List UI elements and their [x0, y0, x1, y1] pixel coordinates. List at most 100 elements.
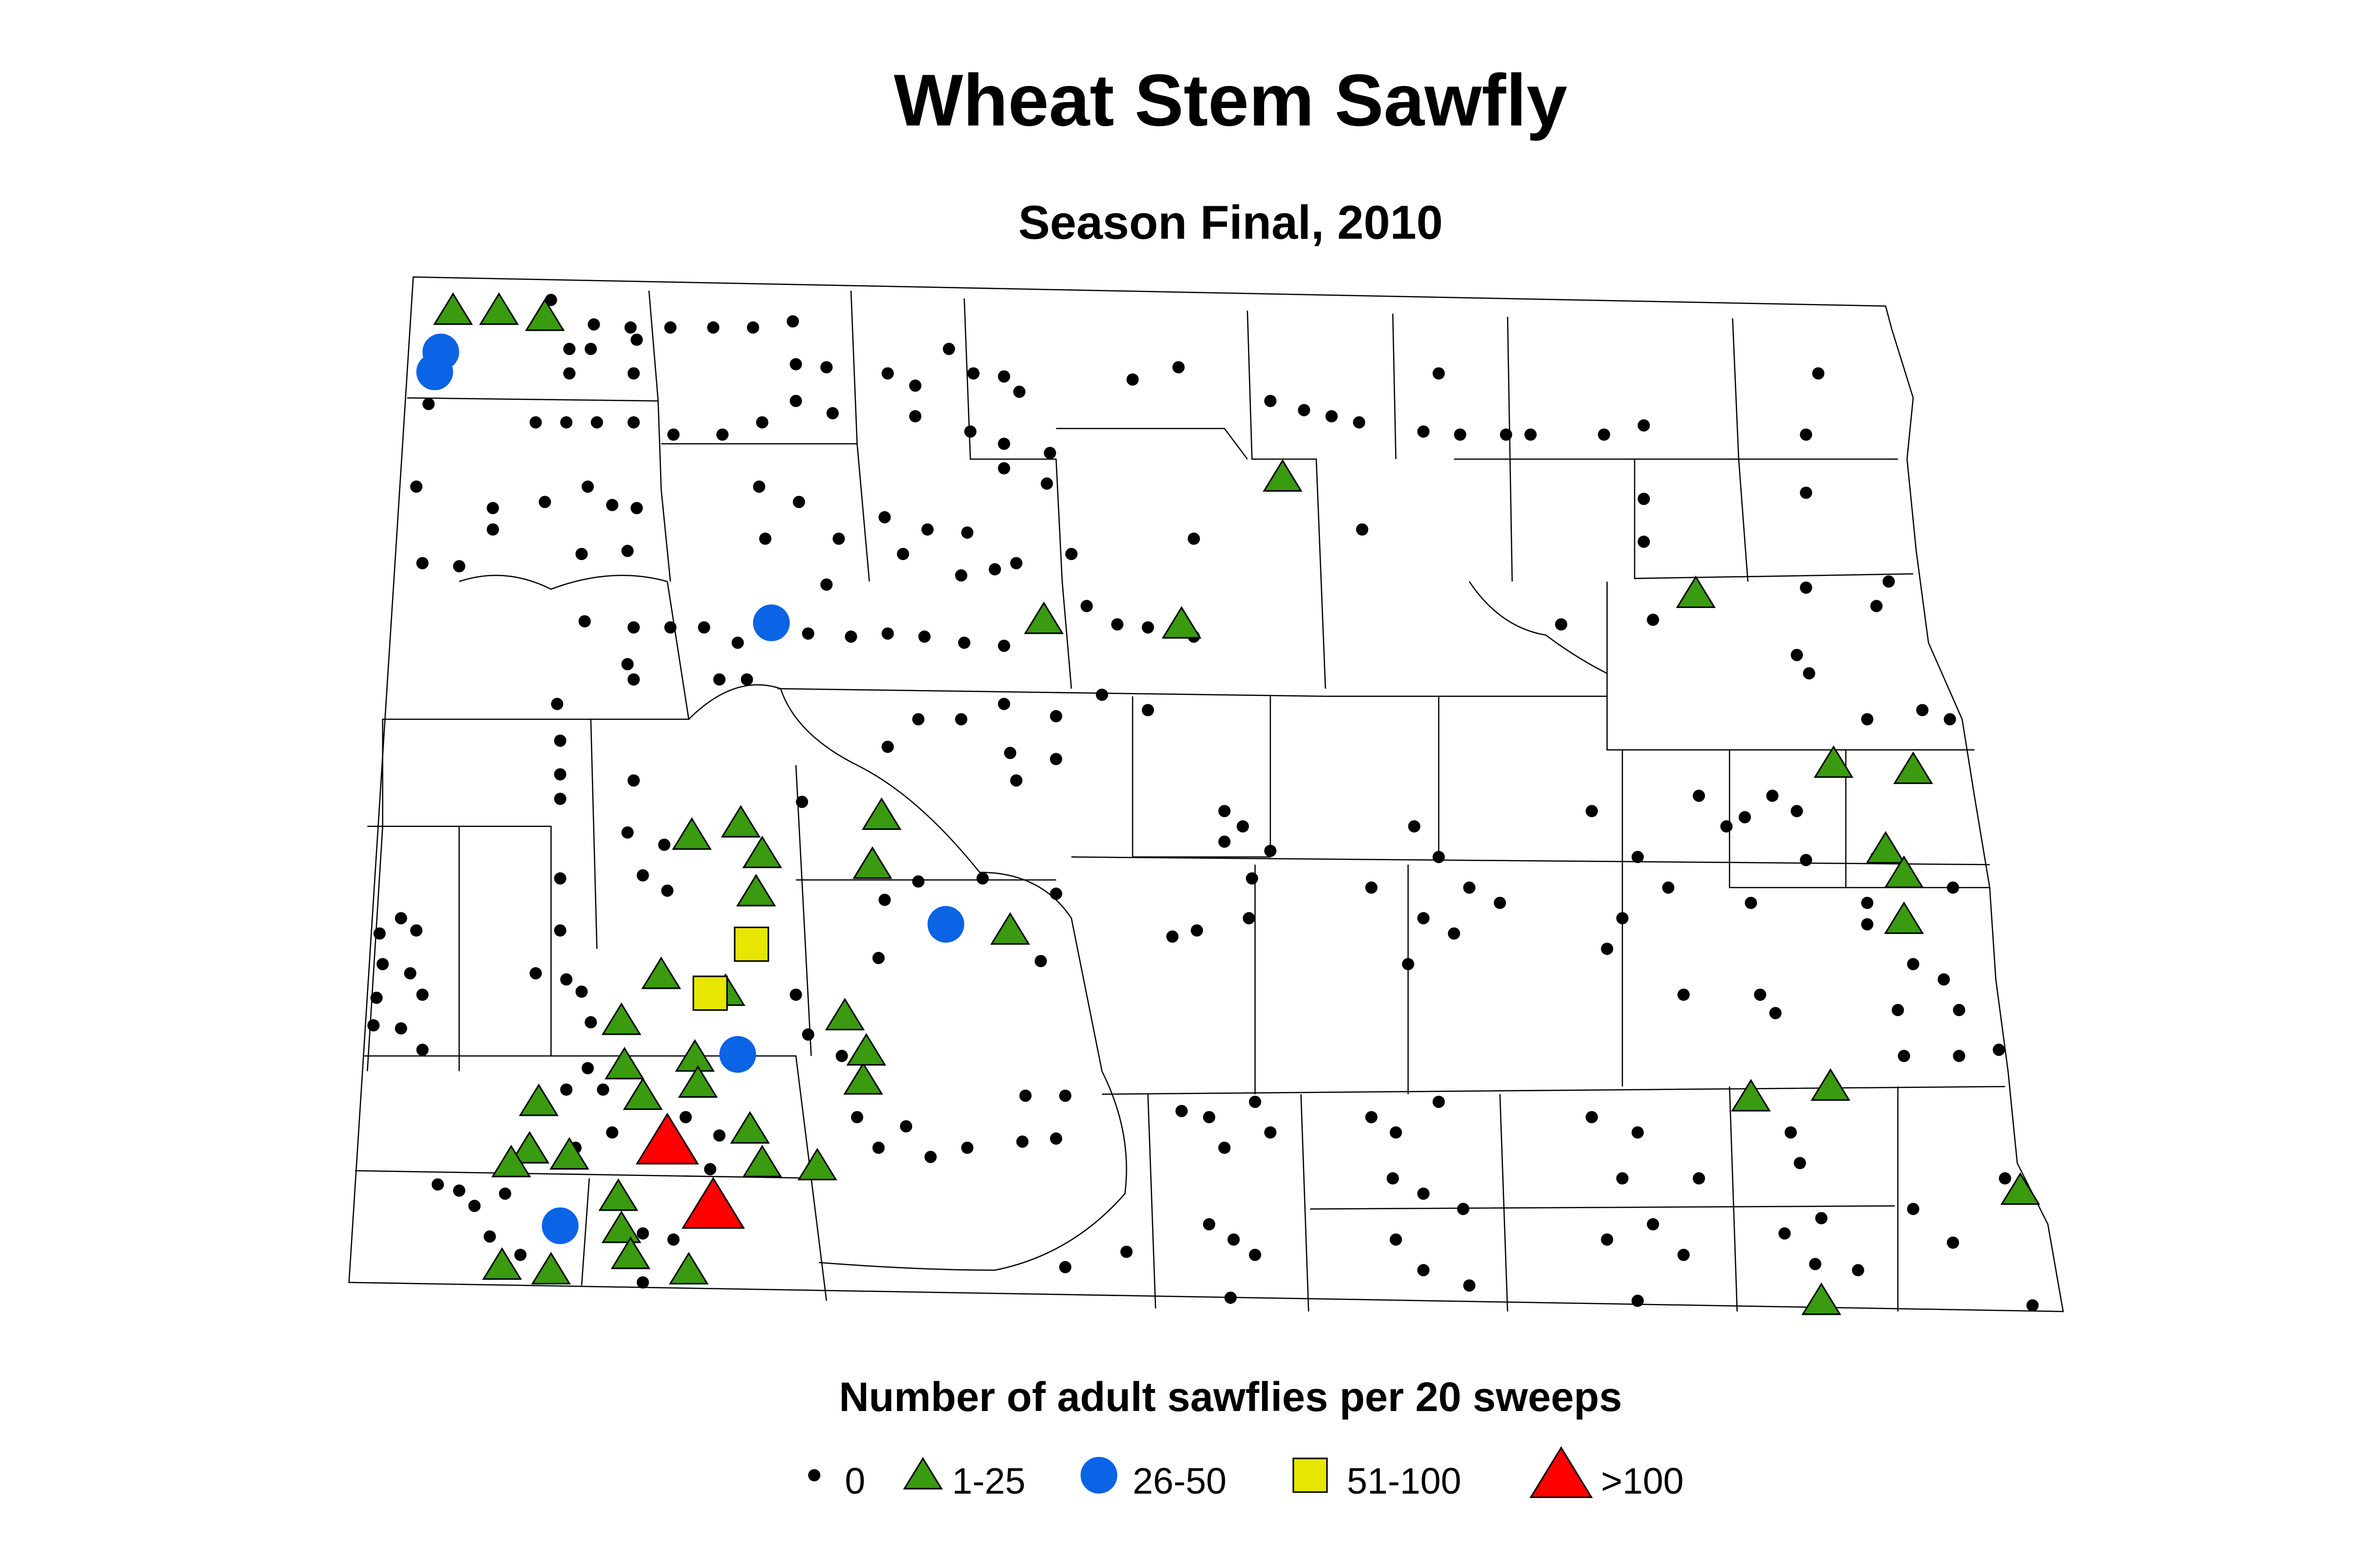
- site-dot: [1647, 1218, 1659, 1231]
- site-dot: [698, 621, 710, 634]
- site-triangle: [846, 1033, 886, 1066]
- site-dot: [955, 569, 967, 582]
- site-dot: [1218, 835, 1231, 848]
- site-dot: [1402, 958, 1415, 971]
- site-dot: [636, 1227, 649, 1240]
- site-triangle: [509, 1131, 550, 1164]
- site-dot: [912, 875, 925, 888]
- site-dot: [820, 578, 833, 591]
- site-triangle: [623, 1077, 663, 1110]
- legend-label: 1-25: [952, 1460, 1026, 1501]
- site-dot: [1065, 547, 1078, 560]
- site-dot: [1044, 447, 1056, 459]
- site-dot: [924, 1151, 937, 1163]
- site-dot: [1585, 804, 1598, 818]
- site-triangle: [903, 1456, 943, 1490]
- site-dot: [627, 673, 640, 686]
- site-dot: [1769, 1007, 1782, 1020]
- site-dot: [1585, 1111, 1598, 1124]
- site-dot: [1463, 1279, 1476, 1292]
- site-dot: [872, 952, 885, 964]
- site-dot: [1390, 1126, 1402, 1139]
- site-triangle: [1884, 855, 1924, 888]
- site-dot: [1050, 1132, 1063, 1145]
- site-dot: [1386, 1172, 1399, 1185]
- site-dot: [1203, 1218, 1216, 1231]
- site-square: [692, 976, 728, 1011]
- site-dot: [1500, 428, 1512, 441]
- site-dot: [1417, 1264, 1430, 1277]
- site-dot: [1809, 1258, 1822, 1270]
- site-dot: [1638, 535, 1650, 548]
- site-dot: [631, 333, 643, 346]
- site-dot: [713, 1129, 726, 1142]
- site-dot: [422, 398, 435, 411]
- site-dot: [606, 1126, 619, 1139]
- site-dot: [1417, 912, 1430, 925]
- site-dot: [483, 1230, 496, 1243]
- site-dot: [1861, 896, 1874, 909]
- site-dot: [416, 1043, 429, 1056]
- site-dot: [1790, 804, 1803, 818]
- site-triangle: [1813, 745, 1854, 778]
- site-dot: [998, 639, 1010, 652]
- site-dot: [621, 544, 634, 557]
- site-triangle: [604, 1046, 645, 1080]
- site-dot: [753, 480, 765, 493]
- site-triangle: [1263, 459, 1303, 492]
- site-dot: [881, 627, 894, 640]
- site-dot: [1616, 1172, 1629, 1185]
- site-dot: [872, 1141, 885, 1154]
- site-dot: [1095, 689, 1108, 701]
- site-dot: [942, 343, 955, 355]
- site-dot: [881, 367, 894, 380]
- site-dot: [747, 321, 760, 334]
- site-dot: [1356, 523, 1369, 536]
- site-dot: [370, 991, 383, 1004]
- site-dot: [998, 462, 1010, 475]
- site-dot: [1191, 924, 1203, 937]
- site-triangle: [669, 1252, 709, 1284]
- site-circle: [542, 1207, 579, 1244]
- site-dot: [1010, 774, 1023, 787]
- site-dot: [367, 1019, 380, 1032]
- site-triangle: [641, 956, 681, 989]
- legend-label: 0: [845, 1460, 865, 1501]
- site-dot: [713, 673, 726, 686]
- site-dot: [621, 826, 634, 839]
- site-dot: [820, 361, 833, 373]
- site-dot: [1417, 1187, 1430, 1200]
- site-dot: [1631, 1294, 1644, 1307]
- site-dot: [1677, 1248, 1690, 1261]
- site-dot: [581, 480, 594, 493]
- site-dot: [1800, 428, 1812, 441]
- site-dot: [1141, 621, 1154, 634]
- site-dot: [658, 838, 671, 851]
- site-dot: [453, 560, 465, 573]
- site-dot: [912, 713, 925, 726]
- site-dot: [845, 630, 857, 643]
- site-dot: [1638, 419, 1650, 432]
- site-dot: [878, 511, 891, 523]
- map-subtitle: Season Final, 2010: [1018, 196, 1442, 249]
- site-dot: [1243, 912, 1255, 925]
- site-dot: [1953, 1004, 1965, 1017]
- site-triangle: [519, 1083, 559, 1116]
- site-triangle: [1893, 751, 1933, 784]
- site-dot: [1992, 1043, 2005, 1056]
- site-dot: [955, 713, 967, 726]
- site-triangle: [433, 292, 473, 325]
- site-dot: [1852, 1264, 1864, 1277]
- site-dot: [627, 774, 640, 787]
- survey-sites: [367, 292, 2040, 1315]
- site-dot: [679, 1111, 692, 1124]
- site-dot: [1034, 955, 1047, 967]
- site-dot: [1662, 881, 1675, 894]
- site-triangle: [1731, 1079, 1771, 1112]
- site-dot: [1946, 1236, 1959, 1249]
- site-dot: [1754, 988, 1767, 1001]
- map-title: Wheat Stem Sawfly: [894, 59, 1568, 141]
- site-triangle: [601, 1210, 641, 1243]
- site-dot: [998, 697, 1010, 710]
